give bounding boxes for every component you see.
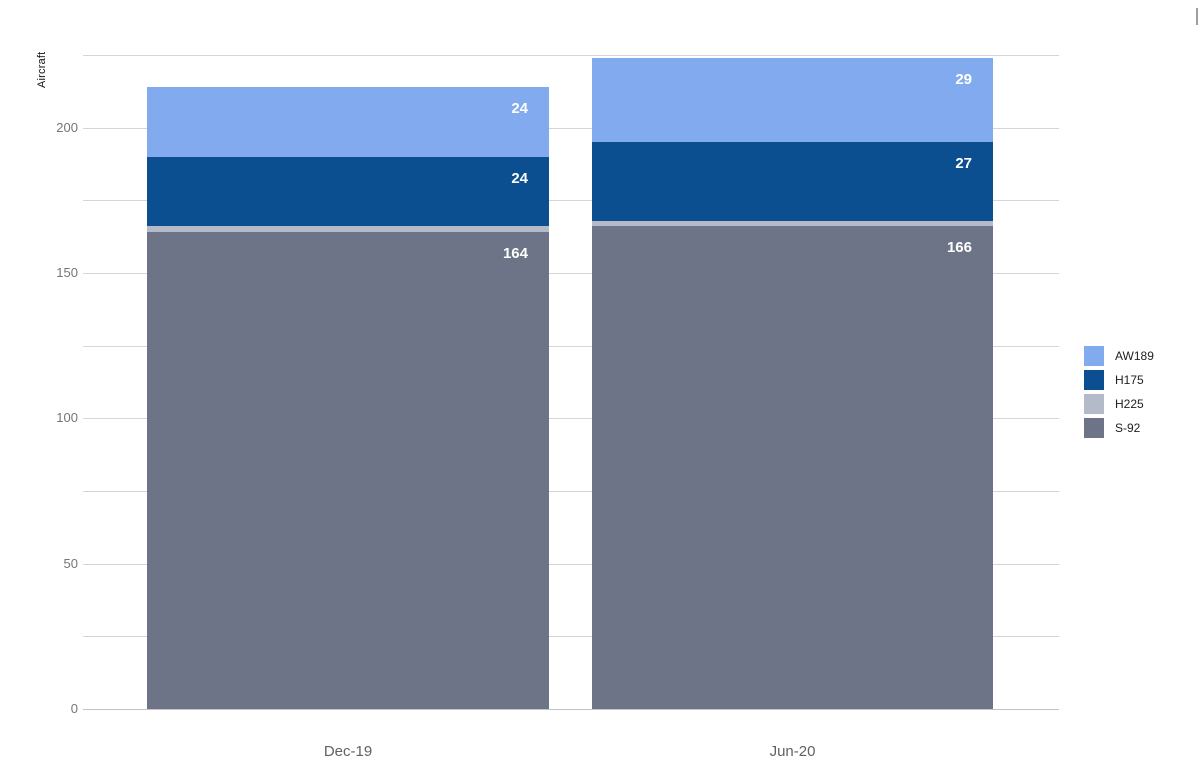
legend-swatch-H225 — [1084, 394, 1104, 414]
gridline-25 — [83, 636, 1059, 638]
legend-item-H225[interactable]: H225 — [1084, 394, 1154, 414]
gridline-100 — [83, 418, 1059, 420]
bar-segment-Jun-20-S-92[interactable]: 166 — [592, 226, 993, 709]
bar-value-label-Dec-19-S-92: 164 — [502, 245, 528, 263]
gridline-225 — [83, 55, 1059, 56]
bar-segment-Jun-20-H225[interactable] — [592, 220, 993, 227]
legend-item-S-92[interactable]: S-92 — [1084, 418, 1154, 438]
legend-label-AW189: AW189 — [1115, 349, 1154, 363]
legend: AW189 H175 H225 S-92 — [1084, 346, 1154, 442]
bar-segment-Dec-19-AW189[interactable]: 24 — [147, 86, 549, 157]
legend-swatch-H175 — [1084, 370, 1104, 390]
bar-value-label-Jun-20-H175: 27 — [955, 155, 972, 173]
gridline-150 — [83, 273, 1059, 274]
y-tick-label-100: 100 — [56, 410, 78, 426]
bar-segment-Dec-19-H175[interactable]: 24 — [147, 156, 549, 227]
y-tick-label-0: 0 — [70, 701, 78, 716]
legend-swatch-S-92 — [1084, 418, 1104, 438]
legend-label-S-92: S-92 — [1115, 421, 1141, 435]
bar-value-label-Jun-20-S-92: 166 — [946, 239, 972, 257]
gridline-125 — [83, 345, 1059, 347]
gridline-175 — [83, 200, 1059, 202]
legend-item-H175[interactable]: H175 — [1084, 370, 1154, 390]
legend-label-H175: H175 — [1115, 373, 1144, 387]
bar-value-label-Dec-19-AW189: 24 — [511, 99, 528, 117]
bar-segment-Dec-19-S-92[interactable]: 164 — [147, 232, 549, 709]
legend-item-AW189[interactable]: AW189 — [1084, 346, 1154, 366]
x-axis-label-Jun-20: Jun-20 — [769, 743, 816, 760]
scrollbar-fragment — [1196, 8, 1198, 25]
y-tick-label-50: 50 — [63, 555, 78, 571]
legend-swatch-AW189 — [1084, 346, 1104, 366]
gridline-0 — [83, 709, 1059, 710]
bar-segment-Jun-20-AW189[interactable]: 29 — [592, 57, 993, 143]
plot-area: 164 24 24 166 27 29 — [83, 55, 1059, 710]
x-axis-label-Dec-19: Dec-19 — [323, 743, 373, 760]
bar-value-label-Dec-19-H175: 24 — [511, 169, 528, 187]
y-tick-label-200: 200 — [56, 119, 78, 135]
bar-value-label-Jun-20-AW189: 29 — [955, 70, 972, 88]
gridline-200 — [83, 127, 1059, 129]
legend-label-H225: H225 — [1115, 397, 1144, 411]
gridline-75 — [83, 491, 1059, 492]
bar-segment-Jun-20-H175[interactable]: 27 — [592, 142, 993, 221]
y-axis-title: Aircraft — [36, 51, 48, 88]
y-tick-label-150: 150 — [56, 265, 78, 280]
gridline-50 — [83, 563, 1059, 565]
bar-segment-Dec-19-H225[interactable] — [147, 226, 549, 233]
